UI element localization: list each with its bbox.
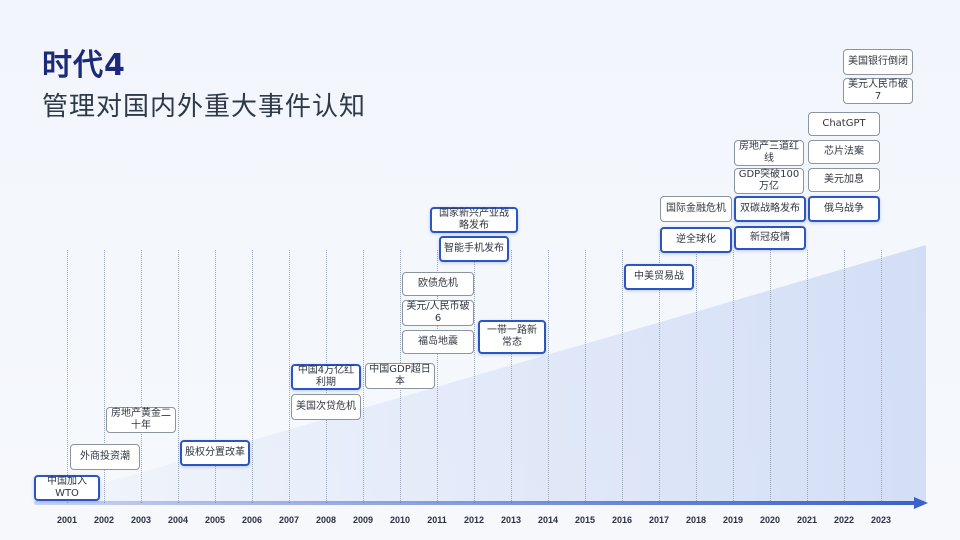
event-box: 俄乌战争 — [808, 196, 880, 222]
year-label: 2022 — [833, 515, 855, 525]
year-gridline — [696, 250, 697, 503]
year-gridline — [363, 250, 364, 503]
year-label: 2007 — [278, 515, 300, 525]
year-gridline — [437, 250, 438, 503]
event-box: 股权分置改革 — [180, 440, 250, 466]
event-box: 美元加息 — [808, 168, 880, 192]
timeline-axis — [34, 501, 918, 505]
event-box: 逆全球化 — [660, 227, 732, 253]
year-label: 2009 — [352, 515, 374, 525]
event-box: 国际金融危机 — [660, 196, 732, 222]
year-gridline — [548, 250, 549, 503]
arrow-right-icon — [914, 497, 928, 509]
page-subtitle: 管理对国内外重大事件认知 — [42, 92, 367, 122]
year-label: 2005 — [204, 515, 226, 525]
year-label: 2023 — [870, 515, 892, 525]
page-title: 时代4 — [42, 48, 126, 83]
year-gridline — [807, 250, 808, 503]
year-label: 2020 — [759, 515, 781, 525]
year-label: 2004 — [167, 515, 189, 525]
year-gridline — [844, 250, 845, 503]
event-box: GDP突破100万亿 — [734, 168, 804, 194]
year-gridline — [215, 250, 216, 503]
year-gridline — [104, 250, 105, 503]
year-gridline — [511, 250, 512, 503]
year-label: 2016 — [611, 515, 633, 525]
year-gridline — [67, 250, 68, 503]
year-gridline — [881, 250, 882, 503]
year-label: 2013 — [500, 515, 522, 525]
event-box: 芯片法案 — [808, 140, 880, 164]
event-box: 中美贸易战 — [624, 264, 694, 290]
event-box: ChatGPT — [808, 112, 880, 136]
year-label: 2012 — [463, 515, 485, 525]
year-gridline — [252, 250, 253, 503]
event-box: 中国GDP超日本 — [365, 363, 435, 389]
event-box: 美元/人民币破6 — [402, 300, 474, 326]
event-box: 房地产三道红线 — [734, 140, 804, 166]
year-gridline — [585, 250, 586, 503]
event-box: 中国4万亿红利期 — [291, 364, 361, 390]
event-box: 美元人民币破7 — [843, 78, 913, 104]
year-label: 2021 — [796, 515, 818, 525]
year-label: 2006 — [241, 515, 263, 525]
year-label: 2015 — [574, 515, 596, 525]
year-gridline — [770, 250, 771, 503]
event-box: 新冠疫情 — [734, 226, 806, 250]
year-gridline — [178, 250, 179, 503]
event-box: 国家新兴产业战略发布 — [430, 207, 518, 233]
event-box: 中国加入WTO — [34, 475, 100, 501]
event-box: 欧债危机 — [402, 272, 474, 296]
year-gridline — [141, 250, 142, 503]
year-label: 2002 — [93, 515, 115, 525]
year-gridline — [659, 250, 660, 503]
year-label: 2003 — [130, 515, 152, 525]
event-box: 外商投资潮 — [70, 444, 140, 470]
growth-triangle — [36, 245, 926, 503]
year-gridline — [622, 250, 623, 503]
year-label: 2010 — [389, 515, 411, 525]
event-box: 一带一路新常态 — [478, 320, 546, 354]
year-label: 2011 — [427, 515, 447, 525]
year-label: 2001 — [56, 515, 78, 525]
year-gridline — [289, 250, 290, 503]
year-label: 2008 — [315, 515, 337, 525]
year-gridline — [474, 250, 475, 503]
event-box: 房地产黄金二十年 — [106, 407, 176, 433]
year-label: 2017 — [648, 515, 670, 525]
event-box: 福岛地震 — [402, 330, 474, 354]
event-box: 美国次贷危机 — [291, 394, 361, 420]
year-gridline — [733, 250, 734, 503]
year-label: 2018 — [685, 515, 707, 525]
event-box: 美国银行倒闭 — [843, 49, 913, 75]
year-label: 2019 — [722, 515, 744, 525]
event-box: 双碳战略发布 — [734, 196, 806, 222]
event-box: 智能手机发布 — [439, 236, 509, 262]
year-label: 2014 — [537, 515, 559, 525]
